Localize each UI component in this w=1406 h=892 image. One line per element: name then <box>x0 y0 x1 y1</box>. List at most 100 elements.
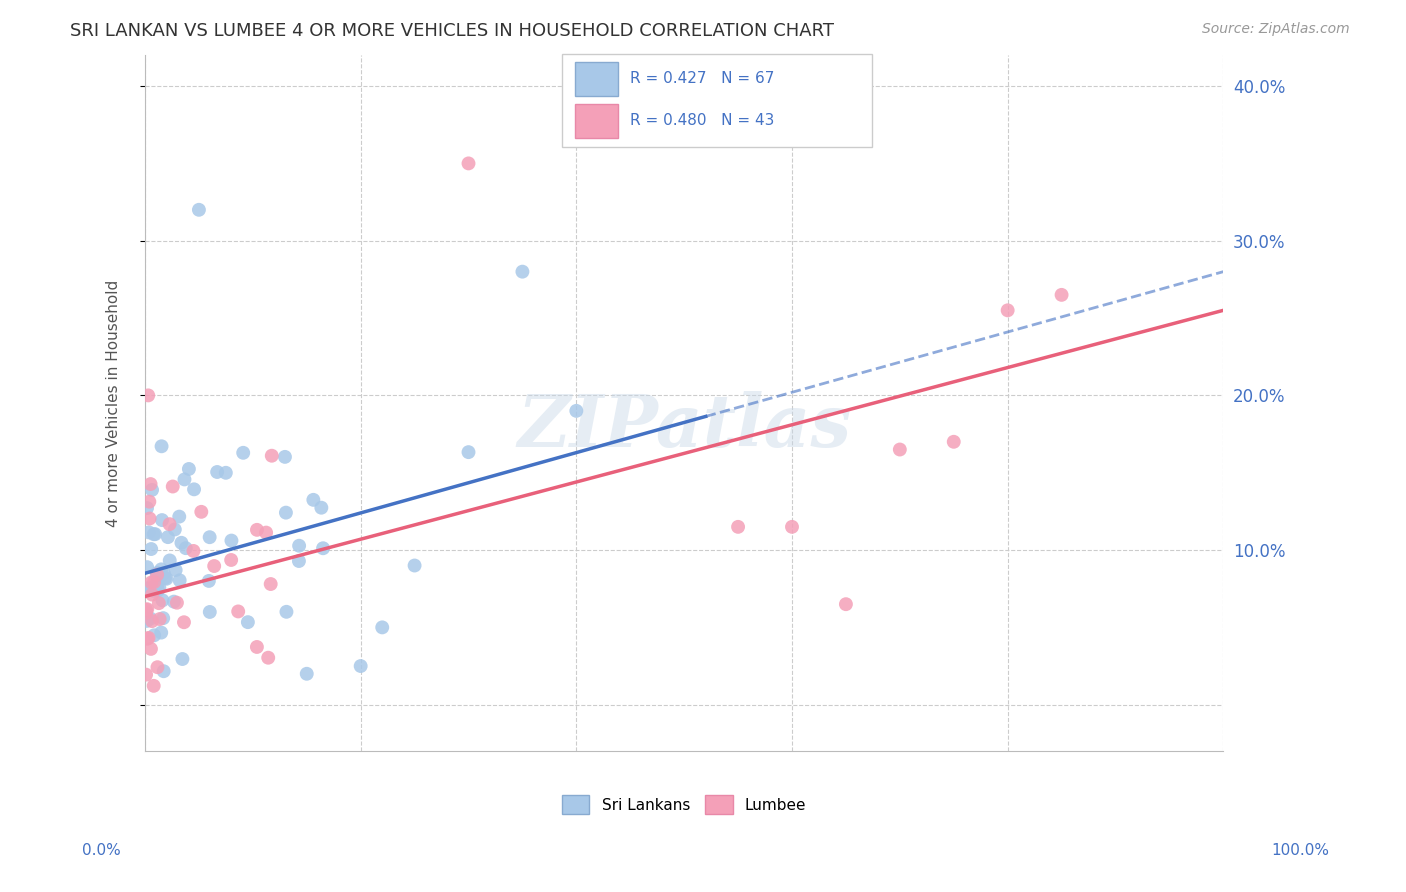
Legend: Sri Lankans, Lumbee: Sri Lankans, Lumbee <box>555 789 813 820</box>
Point <box>198 605 221 619</box>
Point <box>889 442 911 457</box>
Point <box>173 472 195 486</box>
Point <box>404 558 426 573</box>
Point <box>146 566 169 580</box>
Point <box>226 604 249 618</box>
Point <box>183 544 205 558</box>
Point <box>135 667 157 681</box>
Point <box>565 404 588 418</box>
Point <box>146 660 169 674</box>
Point <box>138 525 160 540</box>
Point <box>727 520 749 534</box>
Point <box>148 596 170 610</box>
Point <box>288 554 311 568</box>
Point <box>150 439 173 453</box>
Point <box>135 581 157 595</box>
Point <box>246 640 269 654</box>
Point <box>302 492 325 507</box>
Point <box>146 567 169 582</box>
Point <box>177 462 200 476</box>
Y-axis label: 4 or more Vehicles in Household: 4 or more Vehicles in Household <box>107 279 121 527</box>
Point <box>150 562 173 576</box>
Point <box>221 533 243 548</box>
Point <box>136 501 159 516</box>
Point <box>141 588 163 602</box>
Point <box>257 650 280 665</box>
Point <box>136 388 159 402</box>
Text: R = 0.427   N = 67: R = 0.427 N = 67 <box>630 71 775 87</box>
Point <box>142 527 165 541</box>
Point <box>142 583 165 598</box>
Point <box>150 625 173 640</box>
Point <box>150 513 173 527</box>
Point <box>183 483 205 497</box>
Point <box>136 602 159 616</box>
Point <box>457 156 479 170</box>
Point <box>174 541 197 556</box>
Point <box>167 509 190 524</box>
Point <box>135 606 157 620</box>
Point <box>135 603 157 617</box>
Point <box>146 579 169 593</box>
Point <box>136 632 159 646</box>
Point <box>312 541 335 556</box>
Point <box>149 612 172 626</box>
Point <box>145 567 167 582</box>
Point <box>350 659 373 673</box>
Point <box>173 615 195 630</box>
Point <box>260 449 283 463</box>
Point <box>215 466 238 480</box>
Point <box>166 596 188 610</box>
Point <box>156 530 179 544</box>
Point <box>138 631 160 645</box>
Point <box>162 479 184 493</box>
Point <box>295 666 318 681</box>
Point <box>139 611 162 625</box>
Point <box>236 615 259 629</box>
Text: 0.0%: 0.0% <box>82 843 121 858</box>
Point <box>146 574 169 588</box>
Point <box>219 553 242 567</box>
Point <box>170 536 193 550</box>
Point <box>143 527 166 541</box>
Point <box>146 583 169 598</box>
Point <box>135 614 157 628</box>
Point <box>141 581 163 595</box>
Point <box>159 553 181 567</box>
Text: 100.0%: 100.0% <box>1271 843 1330 858</box>
Point <box>152 664 174 678</box>
Point <box>143 575 166 590</box>
Text: R = 0.480   N = 43: R = 0.480 N = 43 <box>630 113 775 128</box>
Point <box>205 465 228 479</box>
Point <box>512 265 534 279</box>
Point <box>136 560 159 574</box>
Point <box>274 506 297 520</box>
FancyBboxPatch shape <box>575 62 619 95</box>
Point <box>942 434 965 449</box>
Point <box>187 202 209 217</box>
Point <box>153 571 176 585</box>
Point <box>155 572 177 586</box>
Point <box>198 530 221 544</box>
Point <box>152 566 174 581</box>
Point <box>457 445 479 459</box>
Point <box>141 483 163 497</box>
Point <box>141 542 163 557</box>
Point <box>780 520 803 534</box>
Text: SRI LANKAN VS LUMBEE 4 OR MORE VEHICLES IN HOUSEHOLD CORRELATION CHART: SRI LANKAN VS LUMBEE 4 OR MORE VEHICLES … <box>70 22 834 40</box>
Point <box>138 511 160 525</box>
Point <box>997 303 1019 318</box>
Point <box>143 628 166 642</box>
Point <box>835 597 858 611</box>
Point <box>274 450 297 464</box>
Point <box>142 679 165 693</box>
Point <box>172 652 194 666</box>
Point <box>149 569 172 583</box>
Point <box>141 575 163 590</box>
Point <box>152 611 174 625</box>
Point <box>138 494 160 508</box>
Point <box>152 593 174 607</box>
Point <box>169 574 191 588</box>
Point <box>254 525 277 540</box>
Point <box>232 446 254 460</box>
